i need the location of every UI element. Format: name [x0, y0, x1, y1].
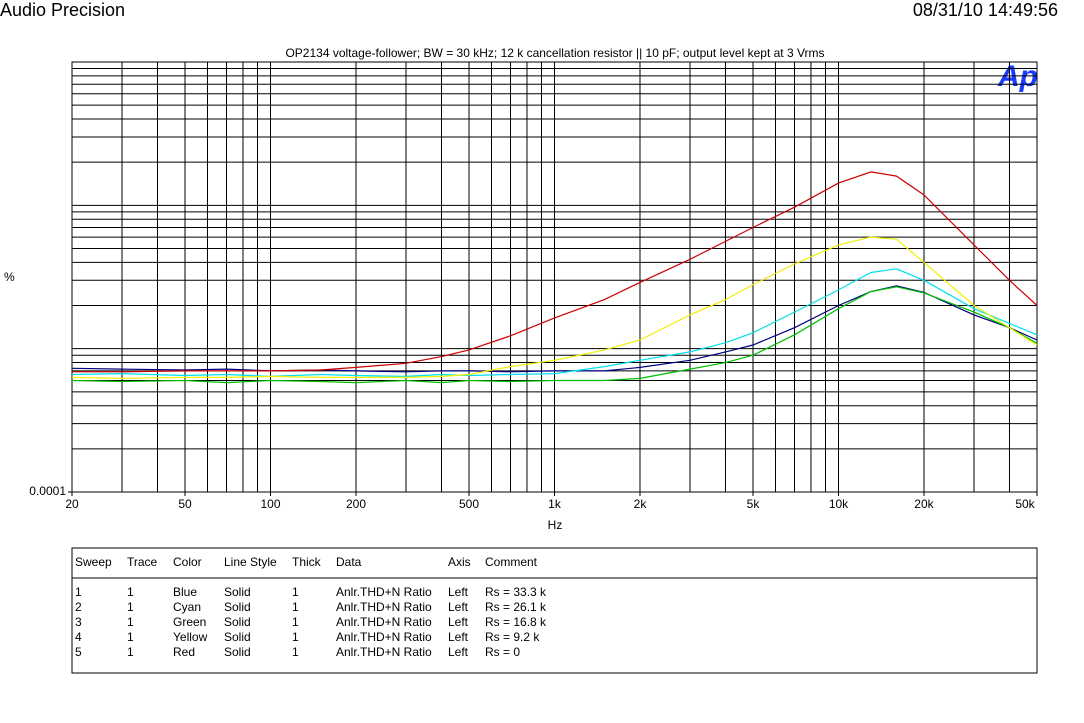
x-tick-label: 50	[178, 497, 192, 511]
x-tick-label: 10k	[829, 497, 849, 511]
x-tick-label: 5k	[747, 497, 761, 511]
table-cell: Yellow	[173, 630, 208, 644]
table-cell: 1	[292, 645, 299, 659]
table-cell: Solid	[224, 585, 251, 599]
table-cell: Left	[448, 585, 469, 599]
x-tick-label: 50k	[1015, 497, 1035, 511]
table-cell: Rs = 33.3 k	[485, 585, 547, 599]
logo: Ap	[997, 60, 1038, 93]
table-header: Axis	[448, 555, 471, 569]
table-cell: Anlr.THD+N Ratio	[336, 645, 432, 659]
table-cell: Rs = 26.1 k	[485, 600, 547, 614]
table-cell: 1	[292, 585, 299, 599]
table-cell: Left	[448, 600, 469, 614]
x-tick-label: 500	[459, 497, 479, 511]
table-cell: 1	[127, 630, 134, 644]
table-cell: Red	[173, 645, 195, 659]
table-cell: Cyan	[173, 600, 201, 614]
x-tick-label: 1k	[548, 497, 562, 511]
table-cell: Blue	[173, 585, 197, 599]
table-cell: 5	[75, 645, 82, 659]
chart-title: OP2134 voltage-follower; BW = 30 kHz; 12…	[285, 46, 824, 60]
y-tick-label: 0.0001	[29, 484, 66, 498]
table-cell: Rs = 0	[485, 645, 520, 659]
table-header: Trace	[127, 555, 158, 569]
table-cell: Anlr.THD+N Ratio	[336, 600, 432, 614]
table-cell: Left	[448, 645, 469, 659]
x-tick-label: 2k	[634, 497, 648, 511]
table-cell: Anlr.THD+N Ratio	[336, 630, 432, 644]
table-cell: Left	[448, 630, 469, 644]
x-axis-label: Hz	[548, 518, 563, 532]
x-tick-label: 200	[346, 497, 366, 511]
table-cell: 1	[127, 645, 134, 659]
table-cell: Solid	[224, 630, 251, 644]
table-header: Data	[336, 555, 362, 569]
x-tick-label: 20k	[914, 497, 934, 511]
table-cell: Solid	[224, 615, 251, 629]
table-header: Sweep	[75, 555, 112, 569]
table-cell: 2	[75, 600, 82, 614]
x-tick-label: 100	[260, 497, 280, 511]
legend-box	[71, 547, 1038, 674]
table-cell: 3	[75, 615, 82, 629]
y-axis-label: %	[4, 270, 15, 284]
table-cell: Rs = 9.2 k	[485, 630, 540, 644]
table-cell: Solid	[224, 645, 251, 659]
table-cell: Anlr.THD+N Ratio	[336, 615, 432, 629]
series-line	[71, 236, 1038, 380]
table-header: Color	[173, 555, 202, 569]
table-cell: Rs = 16.8 k	[485, 615, 547, 629]
timestamp: 08/31/10 14:49:56	[913, 0, 1058, 20]
brand: Audio Precision	[0, 0, 125, 20]
table-cell: Anlr.THD+N Ratio	[336, 585, 432, 599]
series-line	[72, 171, 1038, 373]
table-cell: 1	[127, 585, 134, 599]
table-cell: Left	[448, 615, 469, 629]
table-cell: 1	[75, 585, 82, 599]
table-header: Line Style	[224, 555, 277, 569]
table-header: Thick	[292, 555, 322, 569]
table-header: Comment	[485, 555, 538, 569]
table-cell: 1	[292, 600, 299, 614]
table-cell: Solid	[224, 600, 251, 614]
x-tick-label: 20	[65, 497, 79, 511]
table-cell: 1	[127, 615, 134, 629]
table-cell: 1	[127, 600, 134, 614]
table-cell: 4	[75, 630, 82, 644]
series-line	[71, 286, 1038, 384]
table-cell: 1	[292, 615, 299, 629]
table-cell: Green	[173, 615, 206, 629]
table-cell: 1	[292, 630, 299, 644]
